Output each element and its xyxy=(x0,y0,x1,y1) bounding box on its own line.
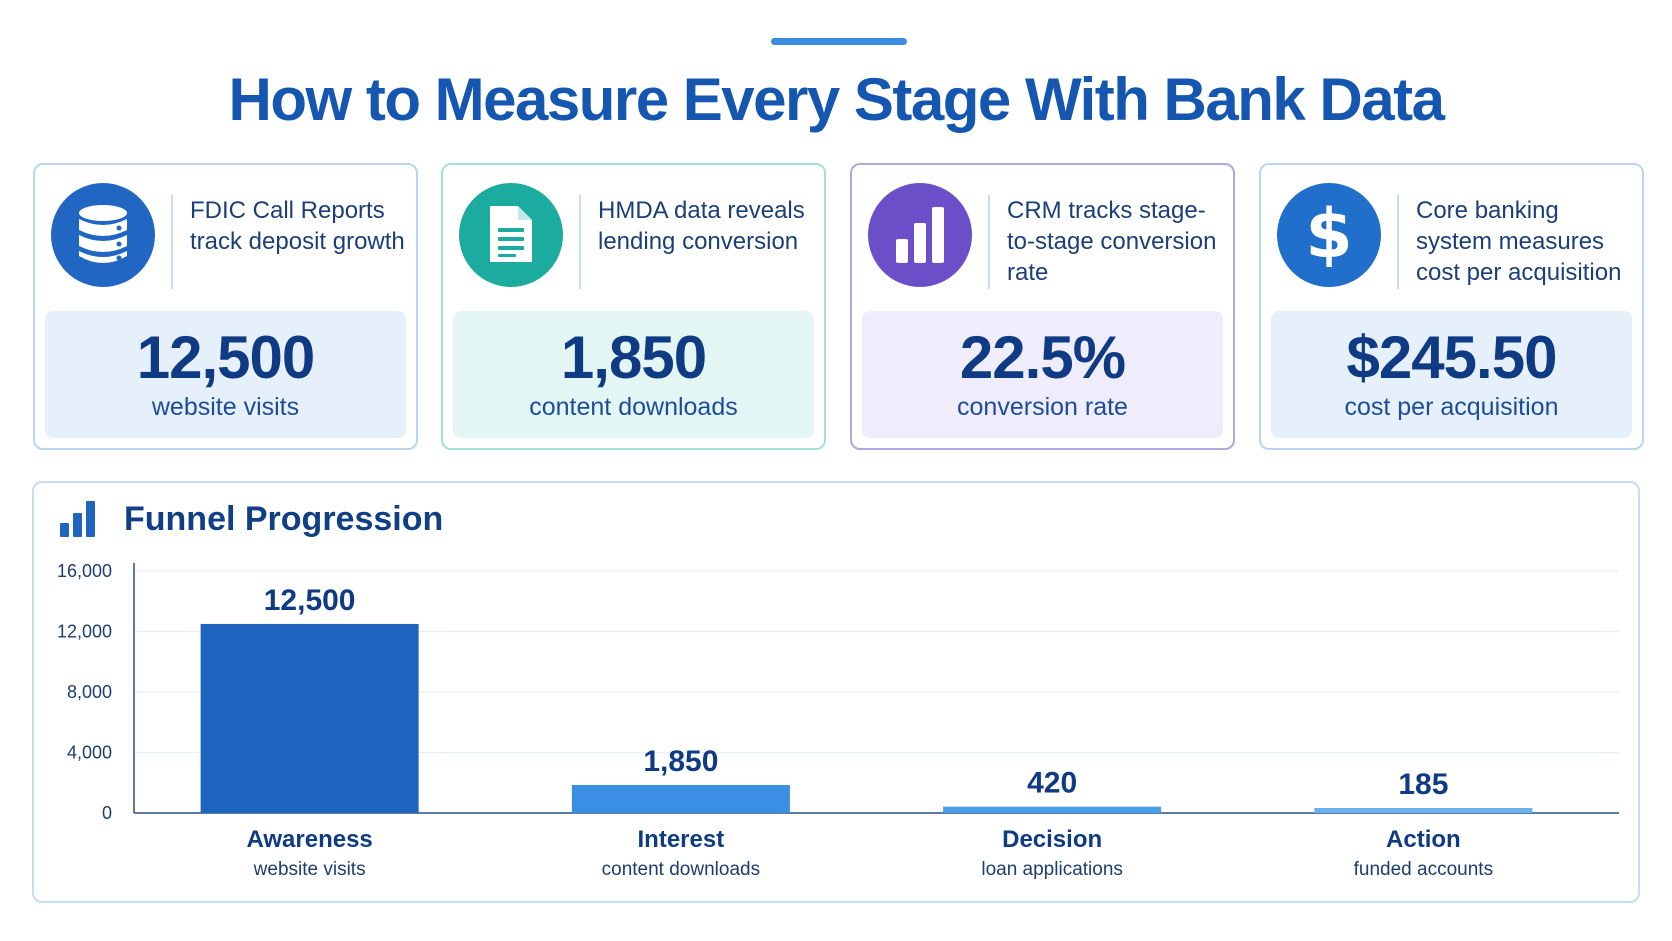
title-accent-bar xyxy=(771,38,907,45)
x-category-label: Interest xyxy=(638,826,725,853)
metric-label: conversion rate xyxy=(957,393,1128,421)
database-icon xyxy=(51,183,155,287)
metric-label: cost per acquisition xyxy=(1344,393,1559,421)
funnel-chart-panel: Funnel Progression 0 4,000 8,000 12,000 16,0… xyxy=(32,481,1640,903)
x-subcategory-label: funded accounts xyxy=(1354,859,1493,880)
metric-card-crm: CRM tracks stage-to-stage conversion rat… xyxy=(850,163,1235,450)
bar-value-label: 1,850 xyxy=(643,745,718,778)
metric-box: 12,500 website visits xyxy=(45,311,406,438)
y-tick-label: 12,000 xyxy=(57,622,112,642)
card-description: Core banking system measures cost per ac… xyxy=(1416,197,1622,286)
x-subcategory-label: website visits xyxy=(253,859,366,880)
card-divider xyxy=(171,195,173,289)
x-category-label: Action xyxy=(1386,826,1461,853)
bar-interest xyxy=(571,785,790,813)
chart-title: Funnel Progression xyxy=(124,500,444,538)
metric-card-cost: $ Core banking system measures cost per … xyxy=(1259,163,1644,450)
bar-chart-icon xyxy=(60,501,95,537)
bar-value-label: 185 xyxy=(1398,768,1448,801)
y-tick-label: 0 xyxy=(102,803,112,823)
metric-box: 22.5% conversion rate xyxy=(862,311,1223,438)
metric-value: 22.5% xyxy=(959,324,1126,391)
x-subcategory-label: content downloads xyxy=(602,859,760,880)
y-tick-label: 4,000 xyxy=(67,743,112,763)
bar-decision xyxy=(943,806,1162,813)
card-description: HMDA data reveals lending conversion xyxy=(598,197,805,255)
bar-value-label: 12,500 xyxy=(264,584,356,617)
bar-value-label: 420 xyxy=(1027,767,1077,800)
metric-value: 1,850 xyxy=(560,324,707,391)
x-subcategory-label: loan applications xyxy=(981,859,1123,880)
x-category-label: Awareness xyxy=(246,826,372,853)
card-description: CRM tracks stage-to-stage conversion rat… xyxy=(1007,197,1217,286)
y-tick-label: 16,000 xyxy=(57,561,112,581)
metric-box: $245.50 cost per acquisition xyxy=(1271,311,1632,438)
card-description: FDIC Call Reports track deposit growth xyxy=(190,197,405,255)
metric-label: website visits xyxy=(151,393,300,421)
y-tick-label: 8,000 xyxy=(67,682,112,702)
x-category-label: Decision xyxy=(1002,826,1102,853)
page-title: How to Measure Every Stage With Bank Dat… xyxy=(228,66,1445,133)
metric-card-deposits: FDIC Call Reports track deposit growth 1… xyxy=(33,163,418,450)
card-divider xyxy=(988,195,990,289)
bar-awareness xyxy=(200,623,419,813)
metric-value: $245.50 xyxy=(1346,324,1558,391)
funnel-chart: 0 4,000 8,000 12,000 16,000 12,500 Awareness we… xyxy=(57,561,1619,880)
dollar-icon: $ xyxy=(1277,183,1381,287)
metric-label: content downloads xyxy=(529,393,738,421)
metric-box: 1,850 content downloads xyxy=(453,311,814,438)
metric-card-lending: HMDA data reveals lending conversion 1,8… xyxy=(441,163,826,450)
bar-chart-icon xyxy=(868,183,972,287)
document-icon xyxy=(459,183,563,287)
bar-action xyxy=(1314,808,1533,813)
card-divider xyxy=(579,195,581,289)
metric-value: 12,500 xyxy=(136,324,316,391)
card-divider xyxy=(1397,195,1399,289)
